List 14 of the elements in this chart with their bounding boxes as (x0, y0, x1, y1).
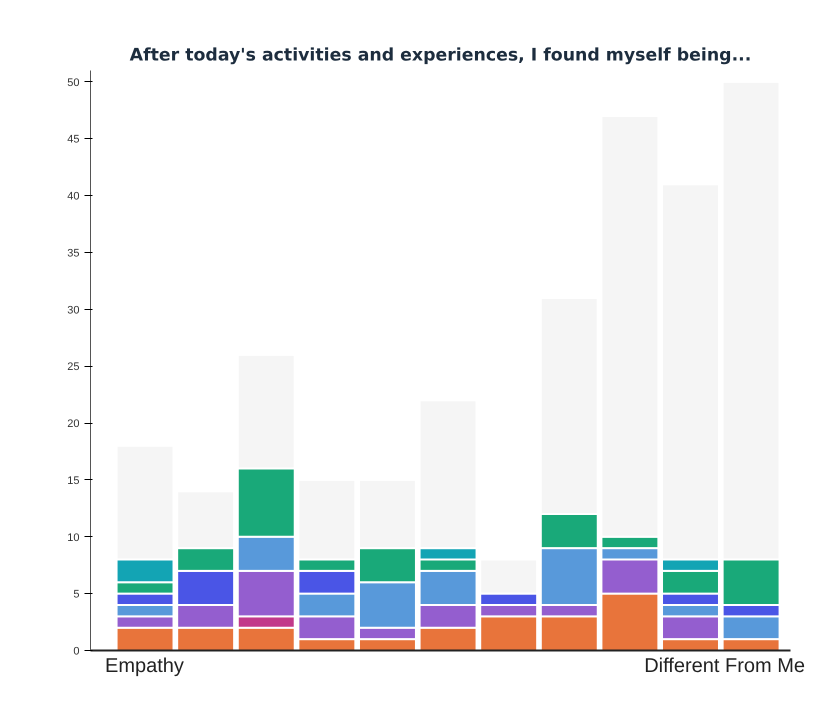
y-tick-label: 20 (67, 418, 80, 430)
text: Empathy (105, 654, 184, 679)
y-tick-label: 30 (67, 304, 80, 316)
y-tick-label: 0 (73, 646, 80, 658)
text: Different From Me (644, 654, 805, 679)
y-tick-label: 45 (67, 134, 80, 146)
y-tick-label: 35 (67, 247, 80, 260)
y-tick-label: 25 (67, 361, 80, 374)
y-tick-label: 50 (67, 76, 80, 89)
y-tick-label: 40 (67, 190, 80, 203)
y-tick-label: 10 (67, 532, 80, 544)
y-tick-label: 15 (67, 474, 80, 487)
chart-title: After today's activities and experiences, I found myself being... (130, 46, 752, 66)
y-tick-label: 5 (73, 588, 80, 601)
